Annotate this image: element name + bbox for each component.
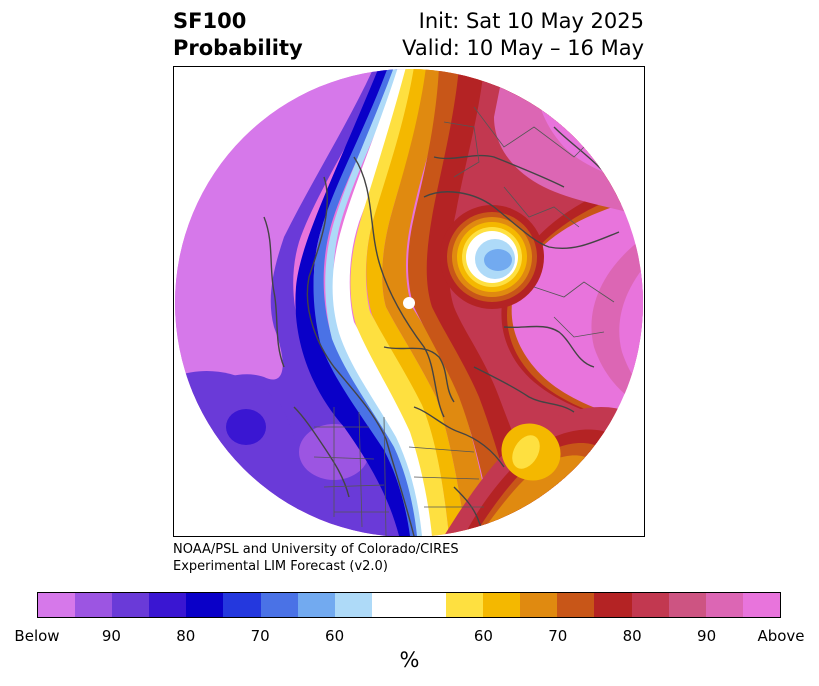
valid-range: Valid: 10 May – 16 May [402,36,644,60]
colorbar-tick-label: 70 [250,627,270,645]
colorbar-swatch [408,593,447,617]
globe-disc [175,69,643,536]
colorbar-swatch [223,593,261,617]
colorbar-swatch [334,593,372,617]
colorbar-swatch [38,593,76,617]
colorbar-swatch [75,593,113,617]
credit-line1: NOAA/PSL and University of Colorado/CIRE… [173,542,459,557]
colorbar-swatch [557,593,595,617]
pole-marker [403,297,415,309]
colorbar-tick-label: 70 [548,627,568,645]
colorbar-swatch [186,593,224,617]
above-65-band [366,69,466,536]
below-70-band [313,69,419,536]
colorbar-tick-label: 90 [101,627,121,645]
colorbar-tick-label: 60 [325,627,345,645]
colorbar-tick-label: Above [757,627,805,645]
colorbar-swatch [594,593,632,617]
coastlines [263,126,643,536]
above-60-band [350,69,449,536]
colorbar-unit-label: % [399,648,420,672]
colorbar-tick-label: 80 [176,627,196,645]
init-date: Init: Sat 10 May 2025 [418,9,644,33]
colorbar-swatch [668,593,706,617]
ring-blue [484,249,512,271]
colorbar-swatch [297,593,335,617]
colorbar-swatch [483,593,521,617]
map-svg [175,69,643,536]
above-55-core [512,435,540,469]
probability-map [173,66,645,537]
colorbar-tick-label: 80 [622,627,642,645]
colorbar-swatch [371,593,409,617]
colorbar-tick-label: Below [14,627,60,645]
colorbar-swatch [705,593,743,617]
colorbar-swatch [112,593,150,617]
below-60-band [325,69,424,536]
map-title: SF100 Probability [173,8,303,62]
colorbar [37,592,781,618]
political-borders [313,106,615,536]
above-70-band [382,69,494,536]
forecast-dates: Init: Sat 10 May 2025 Valid: 10 May – 16… [402,8,644,62]
title-variable: SF100 [173,9,247,33]
colorbar-ticks: Below 90 80 70 60 60 70 80 90 Above [14,627,804,647]
colorbar-swatch [742,593,780,617]
colorbar-swatch [446,593,484,617]
credit-text: NOAA/PSL and University of Colorado/CIRE… [173,541,459,575]
credit-line2: Experimental LIM Forecast (v2.0) [173,559,388,574]
title-subtitle: Probability [173,36,303,60]
colorbar-swatch [520,593,558,617]
colorbar-swatch [149,593,187,617]
colorbar-swatch [260,593,298,617]
colorbar-swatch [631,593,669,617]
colorbar-tick-label: 90 [697,627,717,645]
colorbar-tick-label: 60 [473,627,493,645]
below-80-core [226,409,266,445]
